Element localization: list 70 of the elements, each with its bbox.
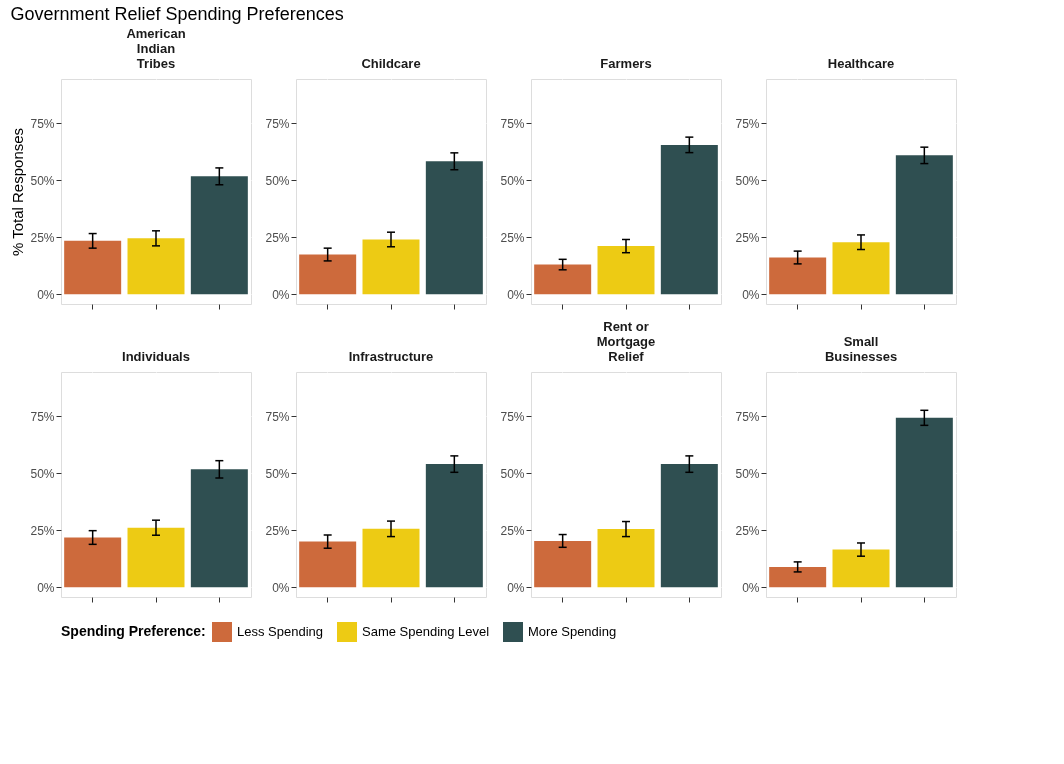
y-tick-label: 75% bbox=[735, 409, 760, 424]
bar bbox=[534, 264, 592, 295]
bar bbox=[190, 469, 248, 588]
legend-label: More Spending bbox=[528, 624, 617, 639]
bar bbox=[127, 238, 185, 295]
y-tick-label: 75% bbox=[265, 409, 290, 424]
y-tick-label: 0% bbox=[507, 580, 525, 595]
bar bbox=[64, 537, 122, 588]
bar bbox=[425, 161, 483, 295]
y-tick-label: 75% bbox=[30, 116, 55, 131]
chart-title: Government Relief Spending Preferences bbox=[10, 3, 344, 24]
legend-label: Same Spending Level bbox=[362, 624, 490, 639]
bar bbox=[299, 254, 357, 295]
y-tick-label: 25% bbox=[735, 230, 760, 245]
y-tick-label: 75% bbox=[500, 116, 525, 131]
y-tick-label: 25% bbox=[30, 230, 55, 245]
bar bbox=[832, 549, 890, 588]
bar bbox=[597, 246, 655, 295]
bar bbox=[362, 528, 420, 588]
y-tick-label: 50% bbox=[500, 173, 525, 188]
bar bbox=[534, 540, 592, 588]
y-tick-label: 0% bbox=[742, 287, 760, 302]
y-axis-title: % Total Responses bbox=[9, 127, 27, 257]
chart-subtitle: Small Businesses bbox=[824, 334, 898, 364]
bar bbox=[660, 144, 718, 295]
bar bbox=[190, 176, 248, 295]
legend-label: Less Spending bbox=[237, 624, 324, 639]
bar bbox=[769, 566, 827, 588]
bar bbox=[660, 464, 718, 588]
bar bbox=[425, 464, 483, 588]
bar bbox=[769, 257, 827, 295]
y-tick-label: 50% bbox=[735, 173, 760, 188]
chart-subtitle: American Indian Tribes bbox=[126, 26, 186, 71]
y-tick-label: 25% bbox=[500, 230, 525, 245]
chart-subtitle: Healthcare bbox=[827, 56, 895, 71]
bar bbox=[127, 527, 185, 588]
y-tick-label: 25% bbox=[30, 523, 55, 538]
y-tick-label: 25% bbox=[265, 523, 290, 538]
legend-title: Spending Preference: bbox=[61, 623, 206, 639]
y-tick-label: 0% bbox=[37, 580, 55, 595]
chart-subtitle: Farmers bbox=[600, 56, 652, 71]
bar bbox=[832, 242, 890, 295]
chart-subtitle: Infrastructure bbox=[348, 349, 434, 364]
y-tick-label: 50% bbox=[735, 466, 760, 481]
y-tick-label: 25% bbox=[500, 523, 525, 538]
y-tick-label: 50% bbox=[30, 173, 55, 188]
y-tick-label: 50% bbox=[30, 466, 55, 481]
chart-subtitle: Rent or Mortgage Relief bbox=[596, 319, 656, 364]
bar bbox=[597, 529, 655, 588]
bar bbox=[362, 239, 420, 295]
y-tick-label: 75% bbox=[735, 116, 760, 131]
y-tick-label: 0% bbox=[272, 580, 290, 595]
y-tick-label: 25% bbox=[265, 230, 290, 245]
y-tick-label: 0% bbox=[507, 287, 525, 302]
chart-subtitle: Individuals bbox=[122, 349, 190, 364]
bar bbox=[895, 417, 953, 588]
y-tick-label: 0% bbox=[742, 580, 760, 595]
y-tick-label: 0% bbox=[272, 287, 290, 302]
y-tick-label: 0% bbox=[37, 287, 55, 302]
y-tick-label: 50% bbox=[265, 466, 290, 481]
chart-subtitle: Childcare bbox=[361, 56, 421, 71]
y-tick-label: 50% bbox=[500, 466, 525, 481]
bar bbox=[895, 155, 953, 295]
bar bbox=[299, 541, 357, 588]
y-tick-label: 50% bbox=[265, 173, 290, 188]
y-tick-label: 75% bbox=[500, 409, 525, 424]
y-tick-label: 25% bbox=[735, 523, 760, 538]
y-tick-label: 75% bbox=[30, 409, 55, 424]
bar bbox=[64, 240, 122, 295]
y-tick-label: 75% bbox=[265, 116, 290, 131]
